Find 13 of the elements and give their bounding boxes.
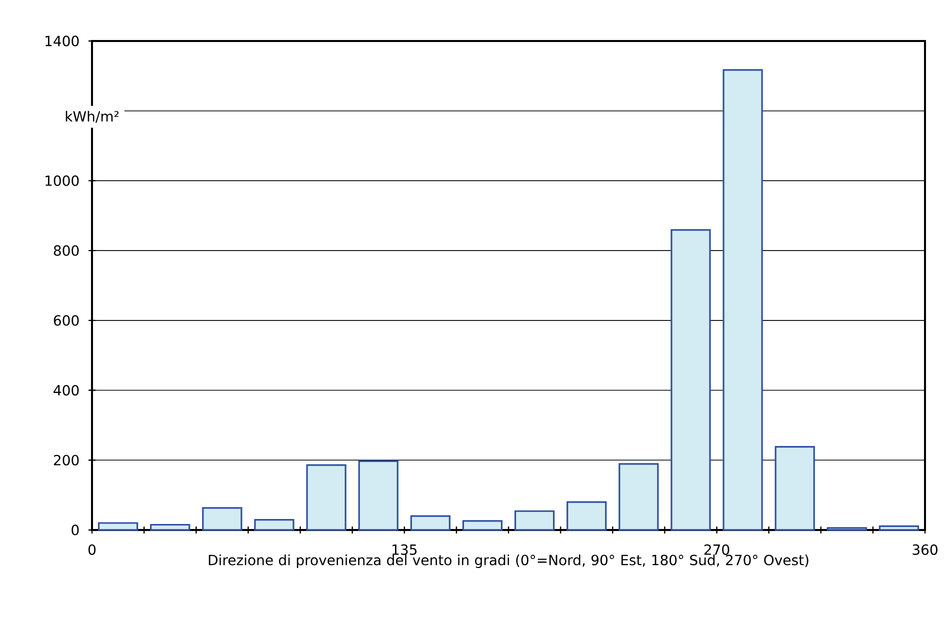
y-tick-label: 200 bbox=[54, 454, 79, 466]
x-tick-label: 135 bbox=[392, 544, 417, 555]
x-tick-label: 0 bbox=[88, 544, 96, 555]
y-tick-label: 800 bbox=[54, 245, 79, 256]
y-tick-label: 400 bbox=[54, 384, 79, 396]
x-tick-label: 270 bbox=[704, 544, 730, 555]
y-tick-label: 600 bbox=[54, 315, 79, 326]
x-axis-title: Direzione di provenienza del vento in gradi (0°=Nord, 90° Est, 180° Sud, 270° Ovest) bbox=[208, 554, 808, 568]
y-tick-label: 1000 bbox=[46, 175, 79, 186]
y-tick-label: 0 bbox=[72, 524, 79, 536]
y-tick-label: 1400 bbox=[46, 36, 79, 46]
x-tick-label: 360 bbox=[912, 544, 938, 555]
y-axis-title: kWh/m² bbox=[66, 110, 119, 123]
